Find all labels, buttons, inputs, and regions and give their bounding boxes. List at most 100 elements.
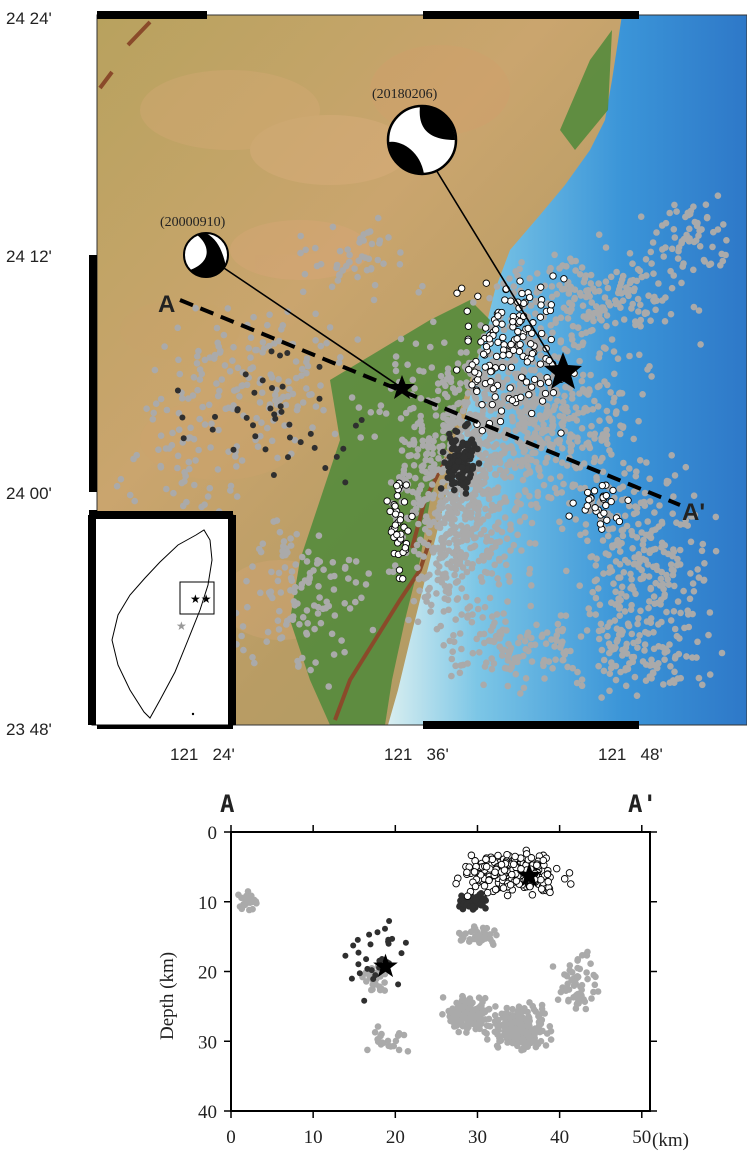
background-quake [445,589,453,597]
background-quake [205,401,213,409]
background-quake [520,427,528,434]
background-quake [556,518,563,526]
background-quake [612,319,619,327]
background-quake [320,406,327,414]
background-quake [447,509,455,516]
background-quake [600,656,608,664]
background-quake [516,265,523,273]
section-star [516,862,542,887]
background-quake [474,465,482,473]
background-quake [632,590,639,598]
quake-2018 [478,427,486,435]
background-quake [250,313,257,321]
background-quake [588,299,596,306]
background-quake [157,395,165,403]
quake-2018 [560,275,568,283]
quake-2000 [477,890,485,897]
background-quake [515,639,522,647]
background-quake [287,535,294,542]
background-quake [563,263,570,270]
background-quake [668,245,676,253]
background-quake [419,437,427,445]
background-quake [641,489,649,497]
background-quake [618,590,625,597]
background-quake [271,391,279,399]
background-quake [665,581,673,588]
lat-label: 23 48' [6,720,52,739]
background-quake [444,596,452,604]
background-quake [113,482,121,490]
background-quake [475,437,483,444]
background-quake [415,494,422,502]
quake-2018 [496,417,505,426]
background-quake [274,617,282,624]
background-quake [370,296,378,304]
background-quake [540,481,548,489]
background-quake [483,1030,490,1037]
background-quake [287,542,295,549]
background-quake [622,682,630,690]
background-quake [436,576,443,584]
quake-2000 [174,387,181,394]
background-quake [530,1027,537,1034]
quake-2018 [585,495,593,504]
background-quake [505,640,512,648]
background-quake [296,621,303,628]
background-quake [560,480,567,488]
quake-2018 [485,335,494,343]
background-quake [644,630,652,637]
background-quake [551,643,558,650]
background-quake [582,1005,590,1013]
background-quake [302,246,310,254]
background-quake [504,598,511,605]
background-quake [458,611,466,618]
quake-2000 [361,997,368,1004]
background-quake [686,595,694,603]
quake-2018 [488,855,497,864]
background-quake [398,447,406,454]
background-quake [583,952,591,959]
background-quake [289,390,297,398]
background-quake [449,648,457,655]
x-tick-label: 10 [304,1127,323,1148]
quake-2018 [543,870,552,879]
background-quake [316,594,323,601]
background-quake [459,407,467,415]
background-quake [496,466,504,474]
background-quake [676,546,684,554]
background-quake [174,464,181,472]
quake-2000 [374,929,381,936]
background-quake [614,636,621,643]
background-quake [476,473,484,481]
quake-2018 [518,289,526,298]
background-quake [598,646,606,654]
quake-2018 [383,497,391,505]
quake-2000 [386,918,393,924]
quake-2000 [267,405,274,412]
background-quake [659,246,666,253]
background-quake [522,488,529,496]
background-quake [481,994,489,1002]
background-quake [604,632,611,640]
background-quake [642,531,650,539]
background-quake [454,532,461,539]
background-quake [490,506,498,513]
background-quake [246,906,253,914]
quake-2018 [492,352,501,361]
background-quake [500,610,507,617]
quake-2018 [600,509,608,517]
background-quake [561,345,569,353]
background-quake [553,438,561,445]
lon-label: 121 24' [170,745,235,764]
background-quake [497,1037,505,1044]
background-quake [723,237,730,244]
background-quake [384,1037,392,1045]
quake-2018 [520,299,528,307]
background-quake [648,675,655,682]
background-quake [442,570,449,577]
background-quake [258,419,265,427]
background-quake [213,380,220,387]
background-quake [565,415,573,423]
background-quake [222,405,229,413]
